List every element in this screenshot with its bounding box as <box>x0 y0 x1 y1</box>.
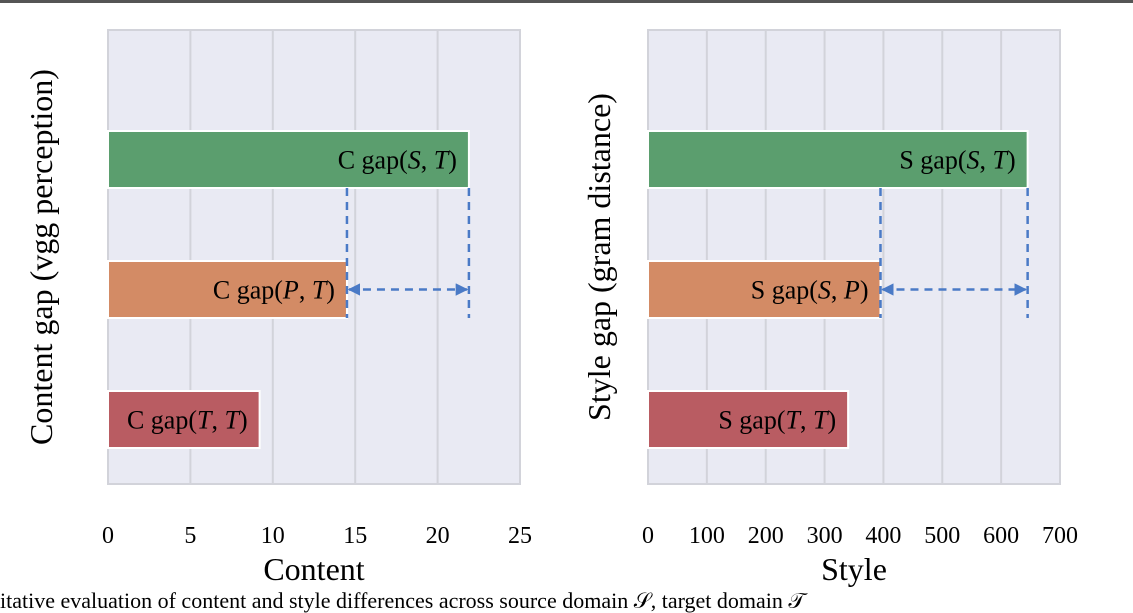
bar-2 <box>647 260 882 319</box>
bar-label: S gap(S, T) <box>899 146 1015 175</box>
bar-1 <box>647 130 1029 189</box>
x-tick-label: 700 <box>1042 523 1078 549</box>
x-axis-label: Style <box>821 551 887 587</box>
x-tick-label: 25 <box>508 523 532 549</box>
bar-label: C gap(S, T) <box>338 146 457 175</box>
x-tick-label: 300 <box>807 523 843 549</box>
y-axis-label: Style gap (gram distance) <box>581 93 617 421</box>
x-tick-label: 600 <box>983 523 1019 549</box>
x-tick-label: 20 <box>426 523 450 549</box>
x-tick-label: 200 <box>748 523 784 549</box>
bar-label: C gap(T, T) <box>127 406 248 435</box>
bar-3 <box>647 390 850 449</box>
figure-caption: itative evaluation of content and style … <box>0 588 806 613</box>
x-tick-label: 400 <box>865 523 901 549</box>
figure: 0 5 10 15 20 25 C gap(S, T) C gap(P, T) C gap(T,… <box>23 29 1078 587</box>
y-axis-label: Content gap (vgg perception) <box>23 69 59 445</box>
chart-panel-1: 0 5 10 15 20 25 C gap(S, T) C gap(P, T) C gap(T,… <box>23 29 532 587</box>
bar-label: S gap(S, P) <box>751 276 869 305</box>
bar-3 <box>107 390 261 449</box>
x-tick-label: 0 <box>642 523 654 549</box>
x-tick-label: 15 <box>343 523 367 549</box>
x-tick-label: 500 <box>924 523 960 549</box>
chart-panel-2: 0 100 200 300 400 500 600 700 S gap(S, T) S gap(S… <box>581 29 1078 587</box>
x-tick-label: 100 <box>689 523 725 549</box>
bar-label: C gap(P, T) <box>213 276 335 305</box>
x-axis-label: Content <box>263 551 364 587</box>
x-tick-label: 0 <box>102 523 114 549</box>
x-tick-label: 10 <box>261 523 285 549</box>
top-border-line <box>0 0 1133 3</box>
x-tick-label: 5 <box>184 523 196 549</box>
bar-1 <box>107 130 470 189</box>
bar-label: S gap(T, T) <box>718 406 836 435</box>
